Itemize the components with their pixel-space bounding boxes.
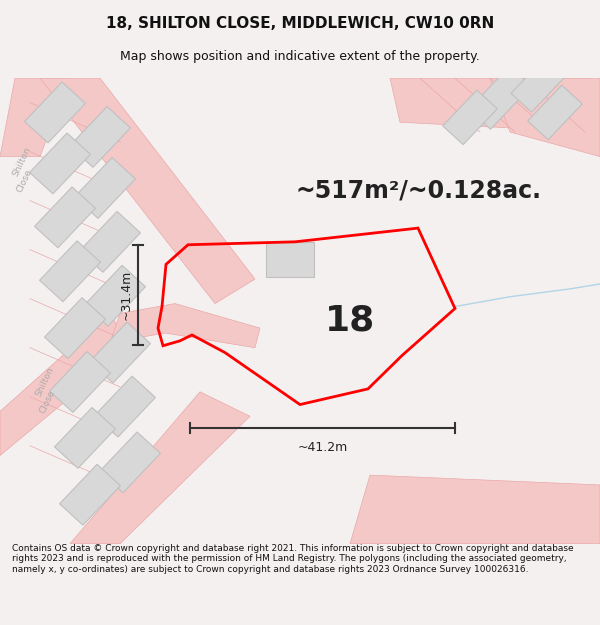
Polygon shape [70, 392, 250, 544]
Polygon shape [50, 352, 110, 412]
Polygon shape [0, 313, 130, 456]
Polygon shape [95, 376, 155, 437]
Polygon shape [110, 304, 260, 348]
Polygon shape [490, 78, 600, 156]
Polygon shape [59, 464, 121, 525]
Polygon shape [44, 298, 106, 359]
Polygon shape [266, 242, 314, 277]
Polygon shape [528, 85, 582, 140]
Polygon shape [469, 66, 532, 129]
Polygon shape [80, 211, 140, 272]
Text: Contains OS data © Crown copyright and database right 2021. This information is : Contains OS data © Crown copyright and d… [12, 544, 574, 574]
Text: Map shows position and indicative extent of the property.: Map shows position and indicative extent… [120, 50, 480, 62]
Text: ~31.4m: ~31.4m [119, 269, 133, 320]
Text: Close: Close [38, 389, 56, 414]
Polygon shape [74, 158, 136, 218]
Text: Shilton: Shilton [11, 145, 33, 177]
Polygon shape [89, 322, 151, 383]
Polygon shape [29, 133, 91, 194]
Polygon shape [70, 106, 130, 168]
Polygon shape [40, 78, 255, 304]
Polygon shape [511, 54, 569, 112]
Polygon shape [85, 266, 145, 326]
Text: ~41.2m: ~41.2m [298, 441, 347, 454]
Polygon shape [390, 78, 590, 132]
Polygon shape [55, 408, 115, 468]
Polygon shape [25, 82, 85, 143]
Polygon shape [100, 432, 160, 492]
Text: 18: 18 [325, 303, 375, 338]
Polygon shape [443, 90, 497, 144]
Polygon shape [350, 475, 600, 544]
Text: Close: Close [15, 168, 33, 194]
Text: ~517m²/~0.128ac.: ~517m²/~0.128ac. [295, 179, 541, 203]
Polygon shape [0, 78, 70, 156]
Polygon shape [40, 241, 100, 302]
Polygon shape [35, 187, 95, 248]
Text: 18, SHILTON CLOSE, MIDDLEWICH, CW10 0RN: 18, SHILTON CLOSE, MIDDLEWICH, CW10 0RN [106, 16, 494, 31]
Text: Shilton: Shilton [34, 366, 56, 398]
